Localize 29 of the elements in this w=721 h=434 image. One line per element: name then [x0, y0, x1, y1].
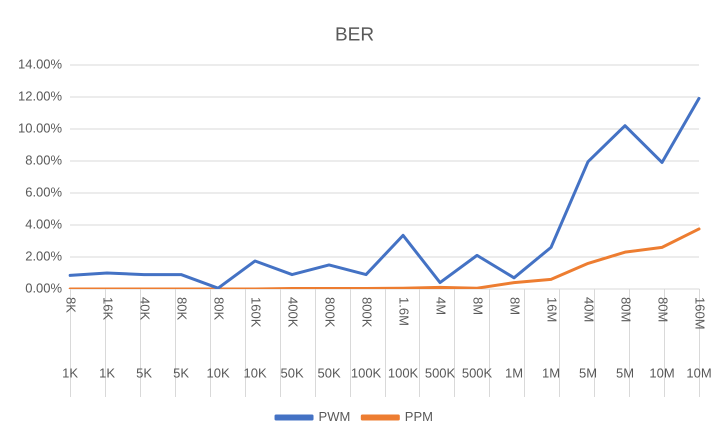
category-label: 16K 1K — [99, 297, 116, 381]
category-label: 16M 1M — [542, 297, 560, 381]
category-label: 8K 1K — [62, 297, 79, 381]
category-label: 80K 5K — [173, 297, 190, 381]
y-tick-label: 10.00% — [18, 120, 63, 136]
category-label: 80M 5M — [616, 297, 634, 381]
category-label: 40K 5K — [136, 297, 152, 381]
category-label: 80K 10K — [206, 297, 230, 381]
y-tick-label: 14.00% — [18, 56, 63, 72]
category-label: 1.6M 100K — [388, 297, 418, 381]
category-label: 8M 500K — [462, 297, 492, 381]
legend-label: PWM — [318, 409, 350, 424]
category-label: 160M 10M — [686, 297, 712, 381]
category-label: 400K 50K — [280, 297, 304, 381]
y-tick-label: 4.00% — [25, 216, 63, 232]
category-label: 80M 10M — [649, 297, 675, 381]
category-label: 800K 50K — [317, 297, 341, 381]
y-tick-label: 8.00% — [25, 152, 63, 168]
category-label: 40M 5M — [578, 297, 598, 381]
category-label: 4M 500K — [424, 297, 456, 381]
y-tick-label: 6.00% — [25, 184, 63, 200]
legend-label: PPM — [404, 409, 433, 424]
category-label: 8M 1M — [504, 297, 524, 381]
category-label: 160K 10K — [243, 297, 267, 381]
y-tick-label: 0.00% — [25, 280, 63, 296]
chart-title: BER — [334, 24, 374, 46]
y-tick-label: 12.00% — [18, 88, 63, 104]
category-label: 800K 100K — [350, 297, 382, 381]
y-tick-label: 2.00% — [25, 248, 63, 264]
